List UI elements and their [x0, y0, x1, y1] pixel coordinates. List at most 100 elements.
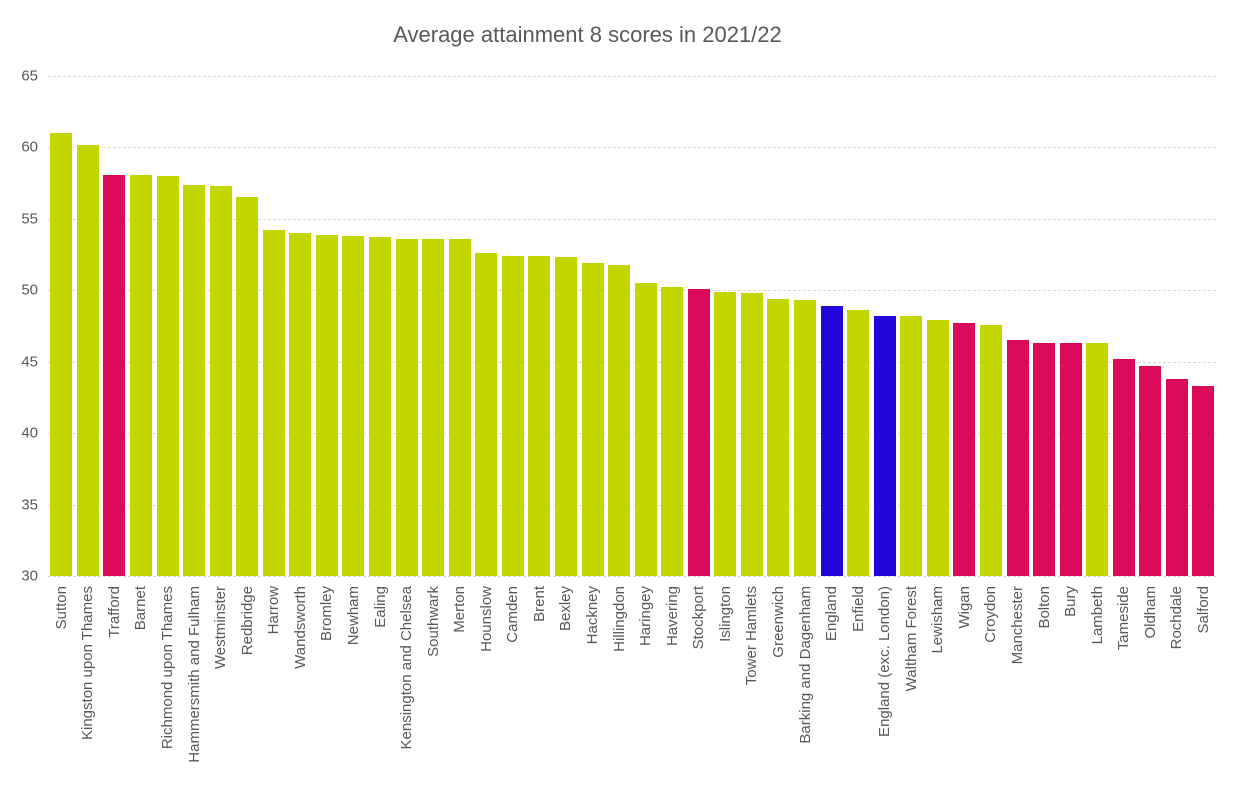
- y-tick-label: 60: [21, 138, 38, 156]
- x-label-slot: Bury: [1057, 586, 1084, 804]
- x-label-slot: Barking and Dagenham: [792, 586, 819, 804]
- x-label-slot: Sutton: [48, 586, 75, 804]
- bar-wigan: [953, 323, 976, 576]
- x-category-label: Lambeth: [1088, 586, 1106, 645]
- bar-slot: [606, 76, 633, 576]
- x-category-label: Hounslow: [477, 586, 495, 652]
- x-category-label: Wigan: [955, 586, 973, 629]
- bar-wandsworth: [289, 233, 312, 576]
- bar-slot: [898, 76, 925, 576]
- x-label-slot: Hammersmith and Fulham: [181, 586, 208, 804]
- bar-slot: [871, 76, 898, 576]
- x-label-slot: Lewisham: [925, 586, 952, 804]
- x-category-label: Richmond upon Thames: [159, 586, 177, 750]
- y-tick-label: 55: [21, 210, 38, 228]
- x-label-slot: Westminster: [207, 586, 234, 804]
- bar-slot: [261, 76, 288, 576]
- x-label-slot: Waltham Forest: [898, 586, 925, 804]
- x-category-label: Merton: [451, 586, 469, 633]
- gridline-65: [48, 76, 1217, 77]
- x-label-slot: Kingston upon Thames: [75, 586, 102, 804]
- x-axis-labels: Sutton Kingston upon Thames Trafford Barnet…: [48, 586, 1217, 804]
- bar-bexley: [554, 257, 577, 576]
- y-tick-label: 50: [21, 281, 38, 299]
- gridline-45: [48, 361, 1217, 363]
- chart-title: Average attainment 8 scores in 2021/22: [393, 22, 782, 47]
- x-category-label: Newham: [344, 586, 362, 646]
- x-label-slot: Barnet: [128, 586, 155, 804]
- bar-slot: [287, 76, 314, 576]
- bar-tower-hamlets: [740, 293, 763, 576]
- bar-haringey: [634, 283, 657, 576]
- bar-slot: [234, 76, 261, 576]
- x-category-label: Bury: [1062, 586, 1080, 617]
- x-label-slot: Enfield: [845, 586, 872, 804]
- x-category-label: Brent: [530, 586, 548, 622]
- bar-lewisham: [926, 320, 949, 576]
- bar-harrow: [262, 230, 285, 576]
- x-category-label: Oldham: [1141, 586, 1159, 639]
- x-category-label: Waltham Forest: [902, 586, 920, 692]
- bar-slot: [1057, 76, 1084, 576]
- gridline-35: [48, 504, 1217, 506]
- x-category-label: England (exc. London): [876, 586, 894, 737]
- bar-slot: [473, 76, 500, 576]
- x-category-label: Lewisham: [929, 586, 947, 654]
- bar-brent: [528, 256, 551, 576]
- x-label-slot: Stockport: [686, 586, 713, 804]
- x-label-slot: Tameside: [1111, 586, 1138, 804]
- bar-manchester: [1006, 340, 1029, 576]
- bar-westminster: [209, 186, 232, 576]
- bar-kensington-and-chelsea: [395, 238, 418, 576]
- bar-slot: [340, 76, 367, 576]
- bar-hillingdon: [608, 264, 631, 576]
- y-axis: 65 60 55 50 45 40 35 30: [0, 68, 40, 585]
- bar-islington: [714, 291, 737, 576]
- x-label-slot: Croydon: [978, 586, 1005, 804]
- x-category-label: Tower Hamlets: [743, 586, 761, 686]
- x-label-slot: Hackney: [579, 586, 606, 804]
- bar-slot: [75, 76, 102, 576]
- x-label-slot: Redbridge: [234, 586, 261, 804]
- x-category-label: Haringey: [637, 586, 655, 647]
- bar-slot: [1137, 76, 1164, 576]
- bar-slot: [1164, 76, 1191, 576]
- x-label-slot: Wandsworth: [287, 586, 314, 804]
- bar-slot: [154, 76, 181, 576]
- x-label-slot: Richmond upon Thames: [154, 586, 181, 804]
- y-tick-label: 35: [21, 496, 38, 514]
- x-label-slot: Camden: [500, 586, 527, 804]
- x-label-slot: England: [818, 586, 845, 804]
- bar-slot: [925, 76, 952, 576]
- y-tick-label: 40: [21, 424, 38, 442]
- x-label-slot: Hounslow: [473, 586, 500, 804]
- x-category-label: Rochdale: [1168, 586, 1186, 650]
- bar-england-exc-london-: [873, 316, 896, 576]
- bar-slot: [686, 76, 713, 576]
- bar-slot: [1111, 76, 1138, 576]
- bar-slot: [128, 76, 155, 576]
- x-category-label: Kensington and Chelsea: [398, 586, 416, 750]
- bar-kingston-upon-thames: [76, 144, 99, 576]
- bar-slot: [818, 76, 845, 576]
- bar-slot: [207, 76, 234, 576]
- x-category-label: Southwark: [424, 586, 442, 657]
- bar-hounslow: [475, 253, 498, 576]
- bar-slot: [978, 76, 1005, 576]
- bar-slot: [48, 76, 75, 576]
- x-label-slot: Trafford: [101, 586, 128, 804]
- bar-greenwich: [767, 298, 790, 576]
- x-category-label: England: [823, 586, 841, 642]
- x-category-label: Harrow: [265, 586, 283, 635]
- bar-slot: [765, 76, 792, 576]
- bar-southwark: [422, 238, 445, 576]
- x-category-label: Enfield: [849, 586, 867, 632]
- bar-slot: [101, 76, 128, 576]
- x-category-label: Westminster: [212, 586, 230, 670]
- bar-slot: [553, 76, 580, 576]
- bar-slot: [739, 76, 766, 576]
- bar-enfield: [847, 310, 870, 576]
- bars-container: [48, 76, 1217, 576]
- bar-slot: [446, 76, 473, 576]
